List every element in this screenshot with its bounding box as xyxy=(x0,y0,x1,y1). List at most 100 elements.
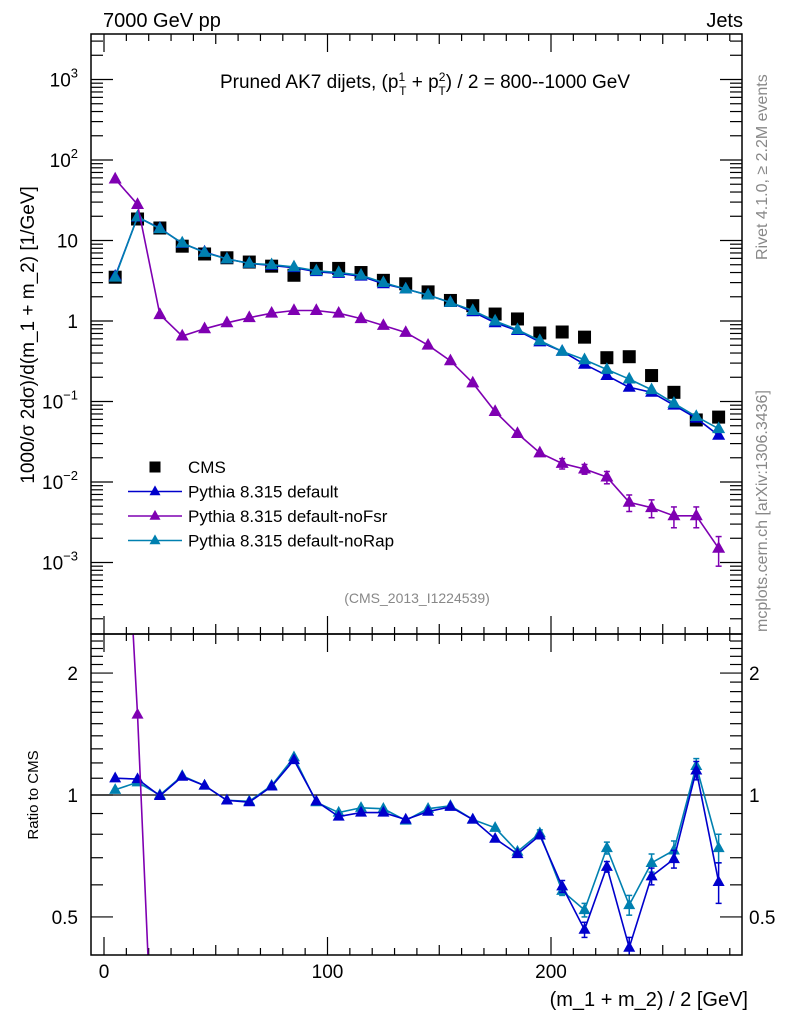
series-point xyxy=(265,257,279,270)
ratio-y-tick-label-left: 1 xyxy=(67,786,78,807)
series-point xyxy=(220,251,234,264)
ratio-point xyxy=(153,789,166,800)
ratio-axis-ticks xyxy=(91,634,742,955)
header-left: 7000 GeV pp xyxy=(103,10,221,32)
series-point xyxy=(667,508,681,521)
ratio-point xyxy=(623,940,636,952)
series-point xyxy=(443,353,457,366)
ratio-point xyxy=(712,841,725,853)
ratio-point xyxy=(377,805,390,817)
legend-triangle-icon xyxy=(149,509,161,520)
series-pythia-8-315-default xyxy=(108,209,726,440)
main-title: Pruned AK7 dijets, (p1 T + p2 T) / 2 = 800… xyxy=(220,70,630,98)
ratio-point xyxy=(533,828,546,840)
x-axis-label: (m_1 + m_2) / 2 [GeV] xyxy=(550,989,748,1011)
legend-label: Pythia 8.315 default xyxy=(188,483,339,502)
ratio-point xyxy=(690,763,703,775)
ratio-point xyxy=(109,295,121,306)
main-axis-ticks xyxy=(91,34,742,634)
legend-item: CMS xyxy=(149,458,226,477)
ratio-point xyxy=(131,707,144,719)
y-tick-label: 103 xyxy=(50,66,78,92)
series-point xyxy=(443,295,457,307)
series-point xyxy=(645,382,659,395)
ratio-point xyxy=(556,879,569,891)
ratio-y-tick-label-right: 1 xyxy=(749,786,760,807)
series-point xyxy=(622,495,636,507)
cms-point xyxy=(510,312,524,326)
series-point xyxy=(600,368,614,381)
legend-label: Pythia 8.315 default-noRap xyxy=(188,532,394,551)
ratio-point xyxy=(198,778,211,790)
legend-item: Pythia 8.315 default-noFsr xyxy=(128,507,388,526)
main-series xyxy=(108,171,726,567)
series-pythia-8-315-default-nofsr xyxy=(108,171,726,567)
ratio-point xyxy=(600,841,613,853)
y-tick-label: 10−1 xyxy=(42,388,78,414)
ratio-point xyxy=(377,1019,389,1024)
series-point xyxy=(198,321,212,334)
ratio-point xyxy=(623,898,636,910)
series-point xyxy=(600,362,614,374)
ratio-point xyxy=(600,860,613,871)
series-point xyxy=(175,235,189,248)
ratio-frame xyxy=(90,633,743,956)
cms-point xyxy=(667,385,681,399)
legend-triangle-icon xyxy=(149,485,161,496)
series-point xyxy=(175,328,189,341)
x-tick-label: 200 xyxy=(535,962,567,983)
ratio-line xyxy=(115,758,720,951)
series-point xyxy=(421,337,435,350)
y-tick-label: 10−3 xyxy=(42,549,78,575)
series-point xyxy=(578,352,592,365)
series-point xyxy=(712,541,726,553)
cms-point xyxy=(645,369,659,383)
series-point xyxy=(242,256,256,268)
y-tick-label: 10−2 xyxy=(42,468,78,494)
series-point xyxy=(488,313,502,326)
ratio-point xyxy=(310,1000,322,1011)
ratio-point xyxy=(131,772,144,784)
series-point xyxy=(555,456,569,468)
main-y-label: 1000/σ 2dσ)/d(m_1 + m_2) [1/GeV] xyxy=(18,186,39,484)
series-point xyxy=(265,305,279,318)
series-point xyxy=(399,325,413,337)
series-point xyxy=(689,409,703,422)
mcplots-label: mcplots.cern.ch [arXiv:1306.3436] xyxy=(754,390,771,632)
legend-label: Pythia 8.315 default-noFsr xyxy=(188,507,388,526)
series-point xyxy=(488,404,502,417)
analysis-watermark: (CMS_2013_I1224539) xyxy=(344,590,490,606)
series-point xyxy=(131,197,145,209)
series-pythia-8-315-default-norap xyxy=(108,209,726,434)
cms-point xyxy=(578,330,592,344)
y-tick-label: 102 xyxy=(50,146,78,172)
legend-square-icon xyxy=(149,461,161,473)
series-point xyxy=(108,269,122,282)
ratio-point xyxy=(489,832,502,843)
series-point xyxy=(309,303,323,315)
series-line xyxy=(114,215,720,430)
series-point xyxy=(287,303,301,315)
series-point xyxy=(332,265,346,277)
ratio-point xyxy=(667,852,680,864)
series-point xyxy=(510,322,524,335)
ratio-point xyxy=(355,1019,367,1024)
series-point xyxy=(533,445,547,458)
ratio-y-tick-label-right: 0.5 xyxy=(749,908,775,929)
ratio-point xyxy=(511,847,524,859)
ratio-point xyxy=(333,1012,345,1023)
ratio-point xyxy=(399,812,412,824)
ratio-line xyxy=(114,755,720,912)
ratio-point xyxy=(310,794,323,806)
ratio-point xyxy=(109,771,122,783)
rivet-label: Rivet 4.1.0, ≥ 2.2M events xyxy=(754,74,771,260)
series-point xyxy=(309,263,323,276)
ratio-tick-labels: 2 2 1 1 0.5 0.5 0 100 200 xyxy=(52,664,776,983)
series-point xyxy=(421,287,435,300)
series-cms xyxy=(108,212,726,427)
series-point xyxy=(108,171,122,184)
ratio-point xyxy=(287,753,300,765)
ratio-point xyxy=(667,843,680,855)
